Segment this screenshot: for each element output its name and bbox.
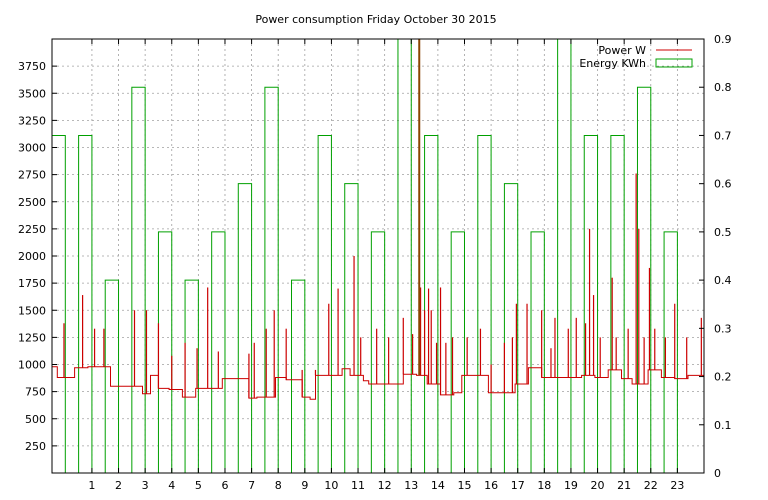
y-right-tick-label: 0.1 (714, 419, 732, 432)
y-right-tick-label: 0.6 (714, 178, 732, 191)
energy-bar (610, 134, 625, 473)
x-tick-label: 15 (457, 479, 471, 492)
x-tick-label: 23 (670, 479, 684, 492)
y-left-tick-label: 2000 (18, 250, 46, 263)
x-tick-label: 4 (168, 479, 175, 492)
x-tick-label: 6 (221, 479, 228, 492)
y-left-tick-label: 500 (25, 413, 46, 426)
energy-bar (51, 134, 66, 473)
x-tick-label: 16 (484, 479, 498, 492)
chart-title: Power consumption Friday October 30 2015 (255, 13, 496, 26)
y-right-tick-label: 0.3 (714, 322, 732, 335)
energy-bar (503, 183, 519, 473)
legend-label-energy: Energy KWh (579, 57, 646, 70)
energy-bar (344, 183, 359, 473)
energy-bar (78, 134, 93, 473)
x-tick-label: 8 (275, 479, 282, 492)
y-right-tick-label: 0.7 (714, 129, 732, 142)
y-left-tick-label: 250 (25, 440, 46, 453)
y-right-tick-label: 0.8 (714, 81, 732, 94)
x-tick-label: 10 (324, 479, 338, 492)
y-right-tick-label: 0.4 (714, 274, 732, 287)
x-tick-label: 13 (404, 479, 418, 492)
energy-bar (211, 231, 226, 473)
y-left-tick-label: 2500 (18, 196, 46, 209)
energy-bar (397, 38, 412, 473)
x-tick-label: 21 (617, 479, 631, 492)
y-left-tick-label: 1250 (18, 331, 46, 344)
y-left-tick-label: 2750 (18, 169, 46, 182)
energy-bar (184, 279, 199, 473)
energy-bar (583, 134, 599, 473)
energy-bar (370, 231, 386, 473)
energy-bar (237, 183, 253, 473)
energy-bar (424, 134, 439, 473)
x-tick-label: 17 (511, 479, 525, 492)
energy-bar (663, 231, 678, 473)
y-left-tick-label: 1000 (18, 359, 46, 372)
y-right-tick-label: 0.2 (714, 371, 732, 384)
y-left-tick-label: 2250 (18, 223, 46, 236)
y-right-tick-label: 0.5 (714, 226, 732, 239)
y-left-tick-label: 750 (25, 386, 46, 399)
ticks: 1 2 3 4 5 6 7 8 9 10 11 12 13 14 15 16 17 18 19 20 21 22 23250… (18, 33, 732, 492)
x-tick-label: 18 (537, 479, 551, 492)
x-tick-label: 3 (142, 479, 149, 492)
grid (52, 39, 704, 473)
energy-bar (317, 134, 332, 473)
x-tick-label: 19 (564, 479, 578, 492)
energy-bar (291, 279, 306, 473)
x-tick-label: 20 (591, 479, 605, 492)
y-left-tick-label: 3250 (18, 114, 46, 127)
y-right-tick-label: 0 (714, 467, 721, 480)
y-left-tick-label: 3750 (18, 60, 46, 73)
energy-bar (131, 86, 146, 473)
legend: Power W Energy KWh (579, 44, 693, 70)
y-left-tick-label: 3500 (18, 87, 46, 100)
x-tick-label: 12 (378, 479, 392, 492)
energy-bar (477, 134, 492, 473)
y-left-tick-label: 3000 (18, 142, 46, 155)
y-left-tick-label: 1500 (18, 304, 46, 317)
power-line (52, 366, 704, 400)
x-tick-label: 2 (115, 479, 122, 492)
y-left-tick-label: 1750 (18, 277, 46, 290)
x-tick-label: 1 (88, 479, 95, 492)
x-tick-label: 14 (431, 479, 445, 492)
y-right-tick-label: 0.9 (714, 33, 732, 46)
legend-swatch-energy (655, 58, 693, 68)
legend-label-power: Power W (598, 44, 646, 57)
power-series (52, 39, 704, 400)
energy-bar (104, 279, 120, 473)
x-tick-label: 22 (644, 479, 658, 492)
energy-bar (636, 86, 652, 473)
energy-bar (450, 231, 465, 473)
x-tick-label: 7 (248, 479, 255, 492)
x-tick-label: 9 (301, 479, 308, 492)
energy-bar (530, 231, 545, 473)
x-tick-label: 11 (351, 479, 365, 492)
x-tick-label: 5 (195, 479, 202, 492)
energy-bar (157, 231, 173, 473)
energy-bar (264, 86, 279, 473)
